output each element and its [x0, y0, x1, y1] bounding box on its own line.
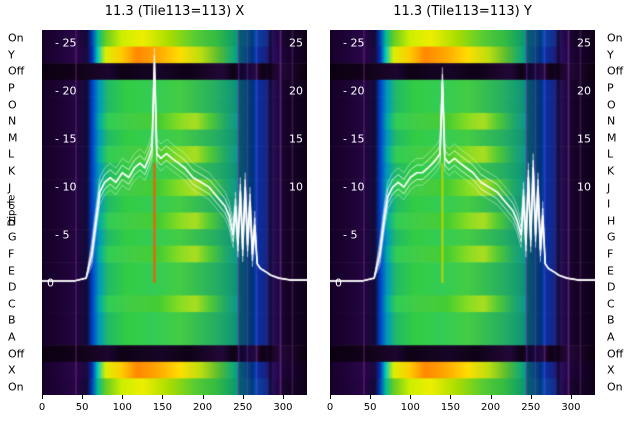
x-tick-mark	[490, 395, 492, 399]
x-tick-mark	[570, 395, 572, 399]
x-tick-label: 150	[152, 402, 172, 413]
x-tick-mark	[370, 395, 372, 399]
dipole-row-label-left: X	[8, 363, 16, 377]
dipole-row-label-left: E	[8, 264, 15, 278]
x-tick-mark	[122, 395, 124, 399]
dipole-row-label-left: L	[8, 147, 15, 161]
heatmap-panel-x: - 25- 20- 15- 10- 5 0 25 20 15 10 0 50 100 150 200…	[39, 30, 307, 413]
x-tick-label: 200	[481, 402, 501, 413]
dipole-row-label-right: G	[607, 230, 616, 244]
dipole-row-label-left: I	[8, 197, 12, 211]
dipole-row-label-right: I	[607, 197, 611, 211]
dipole-row-label-left: F	[8, 247, 15, 261]
heatmap-canvas-x	[42, 30, 307, 395]
dipole-row-label-right: E	[607, 264, 614, 278]
x-tick-mark	[530, 395, 532, 399]
dipole-row-label-left: G	[8, 230, 17, 244]
x-tick-mark	[242, 395, 244, 399]
dipole-row-label-right: A	[607, 330, 615, 344]
dipole-row-label-right: Off	[607, 64, 624, 78]
dipole-row-label-left: B	[8, 313, 16, 327]
x-tick-label: 300	[273, 402, 293, 413]
x-tick-mark	[450, 395, 452, 399]
panel-title-y: 11.3 (Tile113=113) Y	[393, 4, 532, 19]
dipole-row-label-right: B	[607, 313, 615, 327]
x-tick-mark	[162, 395, 164, 399]
dipole-row-label-left: H	[8, 214, 17, 228]
right-axis-labels: On Y Off P O N M L K J I H G F E D C B A Off X On	[600, 30, 640, 395]
dipole-row-label-right: C	[607, 297, 615, 311]
x-tick-label: 50	[75, 402, 89, 413]
dipole-row-label-right: N	[607, 114, 616, 128]
x-tick-mark	[410, 395, 412, 399]
dipole-row-label-right: F	[607, 247, 614, 261]
dipole-row-label-left: Y	[8, 48, 15, 62]
x-tick-mark	[42, 395, 43, 399]
x-tick-label: 50	[363, 402, 377, 413]
dipole-row-label-left: A	[8, 330, 16, 344]
dipole-row-label-left: J	[8, 181, 12, 195]
dipole-row-label-left: Off	[8, 64, 25, 78]
dipole-row-label-right: H	[607, 214, 616, 228]
dipole-row-label-right: Off	[607, 347, 624, 361]
dipole-row-label-left: K	[8, 164, 16, 178]
dipole-row-label-left: C	[8, 297, 16, 311]
dipole-row-label-left: D	[8, 280, 17, 294]
x-tick-label: 0	[326, 402, 334, 413]
dipole-row-label-left: N	[8, 114, 17, 128]
x-tick-mark	[330, 395, 331, 399]
dipole-row-label-right: M	[607, 131, 617, 145]
panel-title-x: 11.3 (Tile113=113) X	[104, 4, 245, 19]
dipole-row-label-right: K	[607, 164, 615, 178]
x-tick-mark	[82, 395, 84, 399]
dipole-row-label-left: O	[8, 98, 17, 112]
x-tick-mark	[202, 395, 204, 399]
x-tick-label: 250	[233, 402, 253, 413]
left-axis-labels: On Y Off P O N M L K J I H G F E D C B A Off X On	[0, 30, 40, 395]
x-tick-label: 100	[112, 402, 132, 413]
dipole-row-label-right: D	[607, 280, 616, 294]
dipole-row-label-right: On	[607, 31, 623, 45]
dipole-row-label-right: L	[607, 147, 614, 161]
x-tick-label: 300	[561, 402, 581, 413]
dipole-row-label-right: O	[607, 98, 616, 112]
dipole-row-label-right: Y	[607, 48, 614, 62]
heatmap-panel-y: - 25- 20- 15- 10- 5 0 25 20 15 10 0 50 100 150 200…	[327, 30, 595, 413]
x-tick-label: 250	[521, 402, 541, 413]
dipole-row-label-left: Off	[8, 347, 25, 361]
dipole-row-label-right: On	[607, 380, 623, 394]
x-tick-mark	[282, 395, 284, 399]
dipole-row-label-left: P	[8, 81, 15, 95]
dipole-row-label-right: X	[607, 363, 615, 377]
dipole-row-label-right: J	[607, 181, 611, 195]
x-tick-label: 0	[38, 402, 46, 413]
dipole-row-label-left: On	[8, 380, 24, 394]
x-tick-label: 200	[193, 402, 213, 413]
heatmap-canvas-y	[330, 30, 595, 395]
x-tick-label: 150	[440, 402, 460, 413]
x-tick-label: 100	[400, 402, 420, 413]
dipole-row-label-left: M	[8, 131, 18, 145]
dipole-row-label-left: On	[8, 31, 24, 45]
dipole-row-label-right: P	[607, 81, 614, 95]
